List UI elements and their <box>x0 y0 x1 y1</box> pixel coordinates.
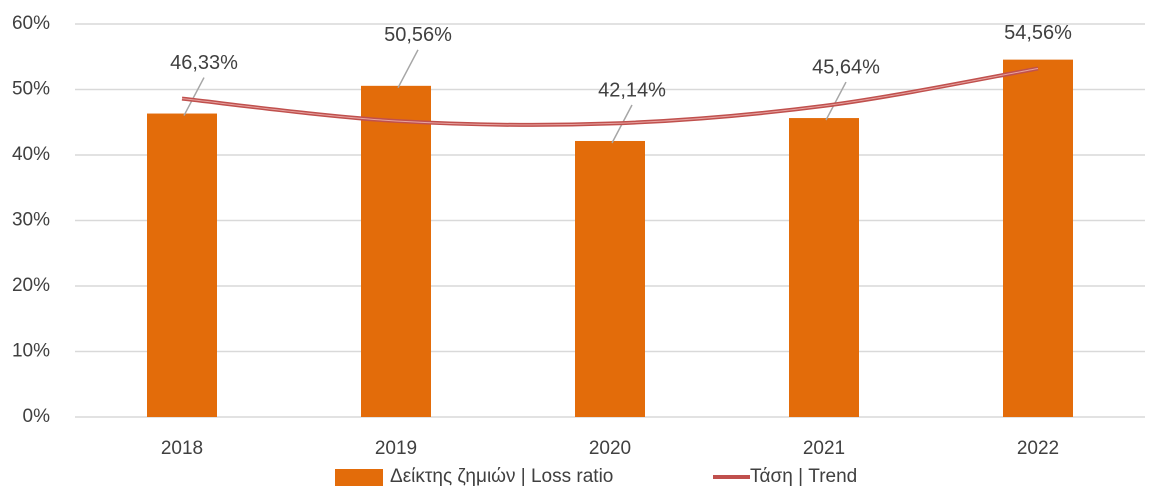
leader-line <box>825 81 847 121</box>
bar <box>789 118 859 418</box>
bar <box>361 85 431 417</box>
data-label: 54,56% <box>1004 22 1072 44</box>
x-tick-label: 2019 <box>375 438 417 459</box>
y-tick-label: 60% <box>12 13 50 34</box>
y-tick-label: 30% <box>12 210 50 231</box>
data-label: 45,64% <box>812 56 880 78</box>
legend-label: Τάση | Trend <box>750 466 857 487</box>
x-tick-label: 2020 <box>589 438 631 459</box>
x-tick-label: 2018 <box>161 438 203 459</box>
bar <box>147 113 217 417</box>
data-label: 46,33% <box>170 52 238 74</box>
x-tick-label: 2021 <box>803 438 845 459</box>
data-label: 42,14% <box>598 79 666 101</box>
y-tick-label: 20% <box>12 275 50 296</box>
legend-label: Δείκτης ζημιών | Loss ratio <box>390 466 613 487</box>
y-tick-label: 50% <box>12 79 50 100</box>
trend-line-inner <box>181 68 1039 126</box>
leader-line <box>397 49 419 89</box>
bar <box>575 140 645 417</box>
y-tick-label: 40% <box>12 144 50 165</box>
bar <box>1003 59 1073 418</box>
y-tick-label: 0% <box>23 406 51 427</box>
legend-swatch <box>335 469 383 486</box>
data-label: 50,56% <box>384 24 452 46</box>
y-tick-label: 10% <box>12 341 50 362</box>
leader-line <box>183 77 205 116</box>
x-tick-label: 2022 <box>1017 438 1059 459</box>
